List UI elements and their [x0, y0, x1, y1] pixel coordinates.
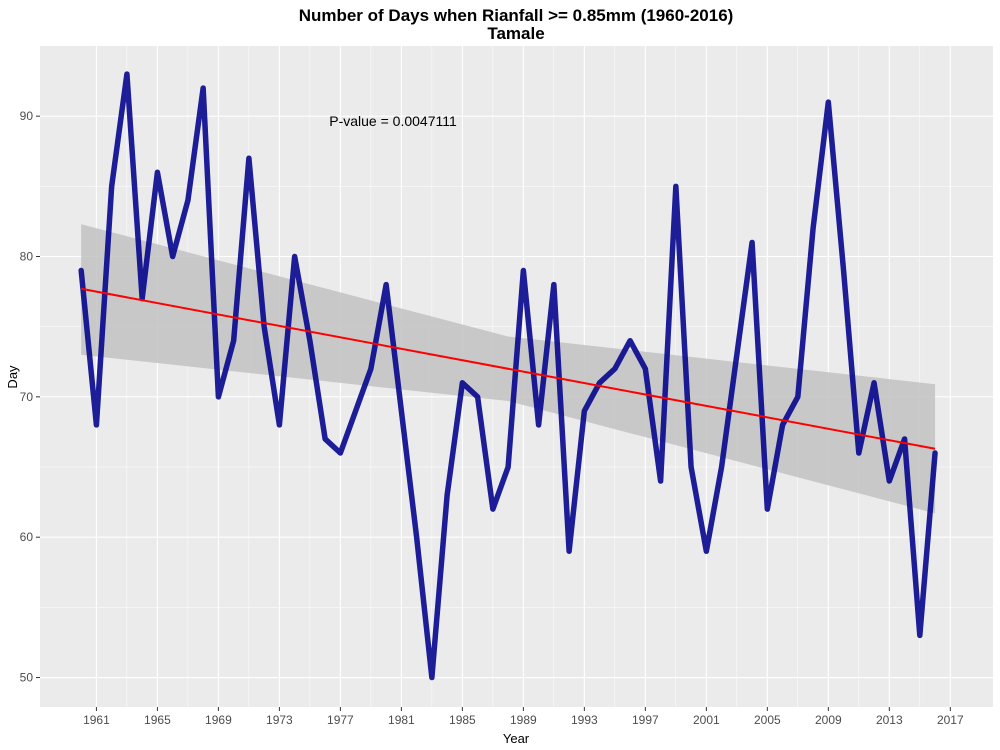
x-tick-label: 2005	[754, 713, 781, 727]
x-tick-label: 1965	[144, 713, 171, 727]
x-tick-label: 1985	[449, 713, 476, 727]
y-tick-label: 70	[20, 390, 34, 404]
y-tick-label: 60	[20, 530, 34, 544]
p-value-annotation: P-value = 0.0047111	[329, 113, 457, 129]
x-tick-label: 2017	[937, 713, 964, 727]
y-tick-label: 50	[20, 671, 34, 685]
x-tick-label: 2001	[693, 713, 720, 727]
x-tick-label: 2009	[815, 713, 842, 727]
y-tick-label: 90	[20, 109, 34, 123]
x-tick-label: 1997	[632, 713, 659, 727]
x-axis-title: Year	[503, 731, 530, 746]
y-axis-title: Day	[5, 365, 20, 389]
series-layer	[78, 71, 938, 681]
series-line	[78, 71, 938, 681]
x-tick-label: 1961	[83, 713, 110, 727]
y-axis: 50 60 70 80 90	[20, 109, 40, 685]
chart-subtitle: Tamale	[487, 24, 544, 43]
x-tick-label: 1973	[266, 713, 293, 727]
trend-line	[80, 287, 936, 450]
x-tick-label: 2013	[876, 713, 903, 727]
x-axis: 1961 1965 1969 1973 1977 1981 1985 1989 1993 1997…	[83, 707, 964, 727]
chart-title: Number of Days when Rianfall >= 0.85mm (…	[299, 6, 734, 25]
y-tick-label: 80	[20, 250, 34, 264]
x-tick-label: 1969	[205, 713, 232, 727]
x-tick-label: 1989	[510, 713, 537, 727]
x-tick-label: 1993	[571, 713, 598, 727]
x-tick-label: 1981	[388, 713, 415, 727]
x-tick-label: 1977	[327, 713, 354, 727]
